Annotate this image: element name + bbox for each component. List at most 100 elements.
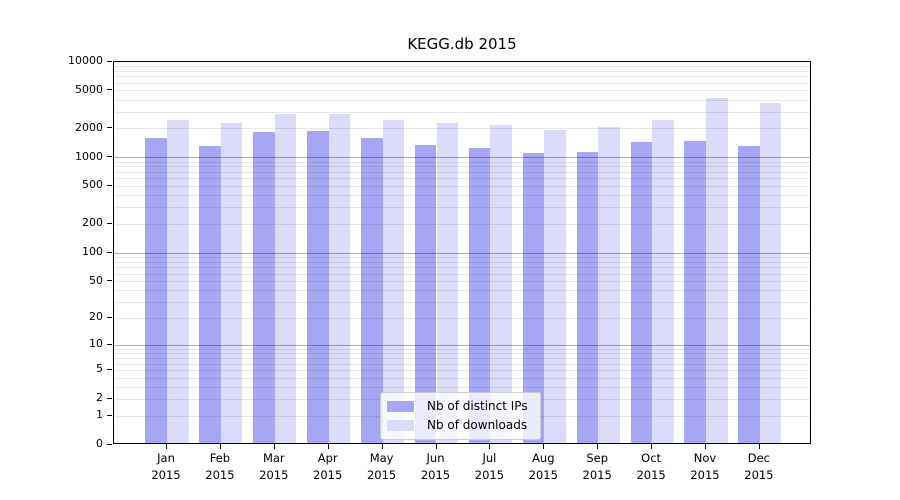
- gridline-700: [114, 172, 810, 174]
- x-tick-label-nov: Nov 2015: [690, 451, 720, 482]
- bar-downloads-dec: [759, 102, 782, 443]
- legend-swatch-downloads: [387, 419, 414, 431]
- gridline-5000: [114, 90, 810, 92]
- y-tick-2000: [107, 127, 112, 129]
- bar-downloads-sep: [598, 126, 620, 443]
- y-tick-10000: [107, 60, 112, 62]
- bar-distinct-ips-jan: [145, 138, 167, 443]
- x-tick-apr: [327, 444, 329, 449]
- gridline-4: [114, 377, 810, 379]
- chart-title: KEGG.db 2015: [407, 35, 517, 53]
- gridline-900: [114, 161, 810, 163]
- y-tick-1000: [107, 156, 112, 158]
- gridline-9000: [114, 65, 810, 67]
- x-tick-label-sep: Sep 2015: [582, 451, 612, 482]
- bar-downloads-oct: [652, 120, 674, 443]
- x-tick-label-dec: Dec 2015: [744, 451, 774, 482]
- gridline-10: [114, 344, 810, 346]
- gridline-8: [114, 353, 810, 355]
- y-tick-20: [107, 316, 112, 318]
- y-tick-label-5000: 5000: [75, 82, 103, 96]
- gridline-9: [114, 348, 810, 350]
- x-tick-label-mar: Mar 2015: [259, 451, 289, 482]
- gridline-6000: [114, 82, 810, 84]
- y-tick-10: [107, 343, 112, 345]
- bar-distinct-ips-jul: [468, 147, 491, 443]
- bar-downloads-feb: [220, 123, 243, 443]
- y-tick-1: [107, 414, 112, 416]
- y-tick-label-2: 2: [96, 391, 103, 405]
- y-tick-label-100: 100: [82, 245, 103, 259]
- y-tick-label-1000: 1000: [75, 149, 103, 163]
- y-tick-5: [107, 368, 112, 370]
- x-tick-dec: [758, 444, 760, 449]
- gridline-500: [114, 185, 810, 187]
- bar-downloads-apr: [328, 114, 351, 443]
- plot-area: Nb of distinct IPs Nb of downloads: [113, 61, 811, 444]
- bar-distinct-ips-may: [361, 137, 383, 443]
- y-tick-200: [107, 222, 112, 224]
- y-tick-500: [107, 184, 112, 186]
- x-tick-sep: [597, 444, 599, 449]
- y-tick-label-10000: 10000: [68, 54, 103, 67]
- x-tick-jul: [489, 444, 491, 449]
- y-tick-label-1: 1: [96, 408, 103, 422]
- bar-distinct-ips-aug: [522, 153, 545, 443]
- y-tick-label-20: 20: [89, 310, 103, 324]
- bar-downloads-jan: [167, 120, 189, 443]
- x-tick-jan: [166, 444, 167, 449]
- legend-swatch-distinct-ips: [387, 400, 414, 412]
- legend-item-downloads: Nb of downloads: [387, 417, 528, 433]
- bar-downloads-aug: [544, 130, 566, 443]
- bar-downloads-jun: [436, 122, 459, 443]
- y-tick-5000: [107, 89, 112, 91]
- gridline-80: [114, 261, 810, 263]
- x-tick-nov: [705, 444, 706, 449]
- y-tick-label-2000: 2000: [75, 120, 103, 134]
- y-tick-100: [107, 251, 112, 253]
- bar-distinct-ips-jun: [414, 145, 437, 443]
- bar-distinct-ips-sep: [576, 152, 599, 443]
- x-tick-label-oct: Oct 2015: [636, 451, 666, 482]
- gridline-100: [114, 252, 810, 254]
- gridline-300: [114, 207, 810, 209]
- bar-downloads-mar: [274, 113, 297, 443]
- bar-downloads-jul: [490, 125, 512, 443]
- y-tick-2: [107, 397, 112, 399]
- bar-downloads-may: [382, 119, 405, 443]
- gridline-800: [114, 166, 810, 168]
- gridline-60: [114, 273, 810, 275]
- gridline-7000: [114, 76, 810, 78]
- x-tick-oct: [651, 444, 653, 449]
- bar-distinct-ips-oct: [630, 142, 653, 443]
- y-tick-label-200: 200: [82, 216, 103, 230]
- x-tick-mar: [273, 444, 275, 449]
- gridline-70: [114, 267, 810, 269]
- bar-downloads-nov: [706, 98, 728, 443]
- x-tick-label-jun: Jun 2015: [420, 451, 451, 482]
- x-tick-label-may: May 2015: [366, 451, 397, 482]
- x-tick-label-aug: Aug 2015: [528, 451, 558, 482]
- gridline-50: [114, 281, 810, 282]
- y-tick-0: [107, 443, 112, 445]
- x-tick-label-apr: Apr 2015: [313, 451, 343, 482]
- gridline-3: [114, 386, 810, 388]
- bar-distinct-ips-dec: [738, 146, 760, 443]
- legend: Nb of distinct IPs Nb of downloads: [380, 392, 541, 440]
- bar-distinct-ips-mar: [253, 132, 275, 443]
- gridline-600: [114, 178, 810, 180]
- bar-distinct-ips-nov: [684, 140, 706, 443]
- legend-item-distinct-ips: Nb of distinct IPs: [387, 398, 528, 414]
- gridline-200: [114, 223, 810, 225]
- x-tick-label-jul: Jul 2015: [474, 451, 505, 482]
- gridline-3000: [114, 111, 810, 113]
- gridline-20: [114, 317, 810, 319]
- gridline-7: [114, 358, 810, 360]
- x-tick-label-feb: Feb 2015: [205, 451, 235, 482]
- legend-label-distinct-ips: Nb of distinct IPs: [427, 399, 528, 413]
- x-tick-jun: [435, 444, 437, 449]
- gridline-4000: [114, 99, 810, 101]
- gridline-90: [114, 256, 810, 258]
- x-tick-may: [381, 444, 383, 449]
